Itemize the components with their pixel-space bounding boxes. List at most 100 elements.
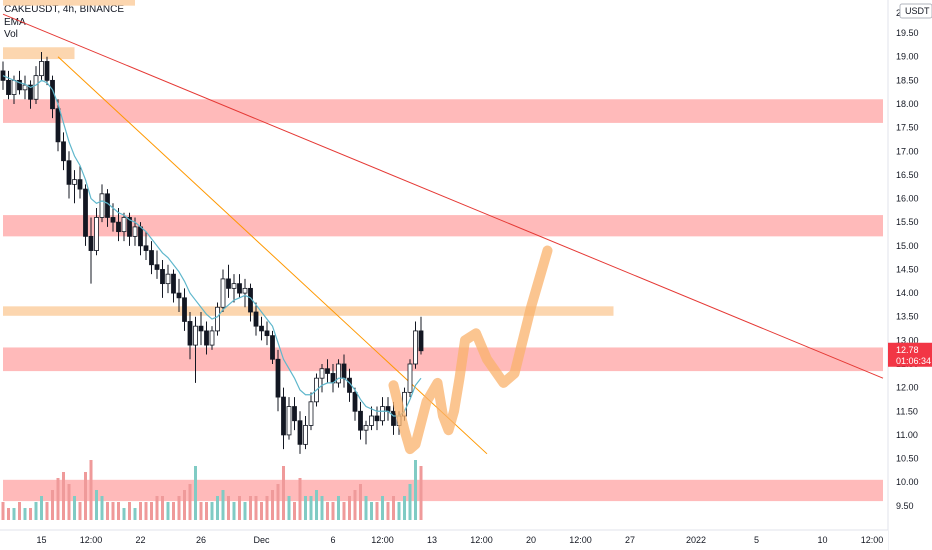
volume-bar [12,508,16,520]
candle-body [341,363,347,379]
candle-body [61,141,66,162]
candle-body [358,410,363,431]
volume-bar [210,502,214,520]
y-tick-label: 18.50 [896,75,919,85]
red-zone [3,347,883,372]
candle-layer [0,52,424,454]
volume-bar [320,496,324,520]
volume-bar [45,502,49,520]
symbol-title[interactable]: CAKEUSDT, 4h, BINANCE [4,4,125,15]
volume-bar [392,496,395,520]
volume-bar [56,478,60,520]
volume-indicator-label[interactable]: Vol [4,29,18,40]
volume-bar [34,502,38,520]
ema-indicator-label[interactable]: EMA [4,17,26,28]
candle-body [407,363,413,393]
volume-bar [133,508,137,520]
x-tick-label: 13 [427,535,437,545]
volume-bar [40,496,43,520]
volume-bar [117,502,120,520]
red-zone [3,479,883,502]
volume-bar [309,496,313,520]
x-tick-label: 10 [817,535,827,545]
candle-body [303,425,308,445]
volume-bar [62,472,65,520]
candle-body [99,193,105,218]
volume-bar [282,466,285,520]
volume-bar [128,502,131,520]
volume-bar [166,502,170,520]
candle-body [22,84,28,91]
x-tick-label: 5 [754,535,759,545]
volume-bar [177,496,181,520]
candle-body [319,368,325,379]
volume-bar [337,496,340,520]
candle-body [121,217,127,233]
volume-bar [265,496,269,520]
volume-bar [84,472,87,520]
candle-body [165,273,171,285]
candle-body [160,269,165,285]
candle-body [374,415,380,422]
volume-bar [287,496,291,520]
candle-body [17,79,22,91]
candle-body [220,278,226,308]
y-tick-label: 2 [896,8,901,18]
volume-bar [155,496,159,520]
x-tick-label: 20 [526,535,536,545]
y-tick-label: 13.50 [896,312,919,322]
candle-body [143,245,149,251]
volume-bar [326,502,329,520]
volume-bar [139,502,142,520]
volume-bar [408,484,412,520]
volume-bar [271,490,274,520]
volume-bar [342,502,346,520]
volume-bar [304,496,307,520]
candle-body [171,273,176,294]
volume-bar [397,502,401,520]
volume-bar [276,484,280,520]
y-tick-label: 15.00 [896,241,919,251]
candle-body [198,325,204,332]
ema-line [2,75,422,417]
candle-body [413,330,418,365]
candle-body [66,160,72,185]
y-tick-label: 17.50 [896,123,919,133]
x-tick-label: 12:00 [470,535,493,545]
volume-bar [29,508,32,520]
x-tick-label: 12:00 [861,535,884,545]
candle-body [138,226,143,247]
candle-body [380,406,385,422]
orange-zone [3,47,75,60]
volume-layer [1,460,423,520]
x-tick-label: 6 [330,535,335,545]
candle-body [182,297,187,322]
last-price-label: 12.78 [896,345,919,355]
candle-body [176,292,182,299]
y-tick-label: 10.00 [896,477,919,487]
last-price-tag [888,342,932,367]
volume-bar [232,502,236,520]
volume-bar [172,502,175,520]
x-tick-label: Dec [253,535,270,545]
volume-bar [249,496,252,520]
y-tick-label: 19.00 [896,52,919,62]
candle-body [28,84,33,100]
candle-body [88,235,94,251]
volume-bar [419,466,423,520]
currency-label: USDT [905,6,930,16]
volume-bar [89,460,93,520]
x-tick-label: 12:00 [569,535,592,545]
candle-body [270,335,275,360]
volume-bar [221,490,225,520]
volume-bar [348,496,351,520]
candle-body [275,358,281,398]
candle-body [193,325,198,346]
x-tick-label: 2022 [686,535,706,545]
trendline-layer [2,13,884,455]
candle-body [237,283,242,294]
y-tick-label: 11.50 [896,406,918,416]
y-tick-label: 18.00 [896,99,919,109]
